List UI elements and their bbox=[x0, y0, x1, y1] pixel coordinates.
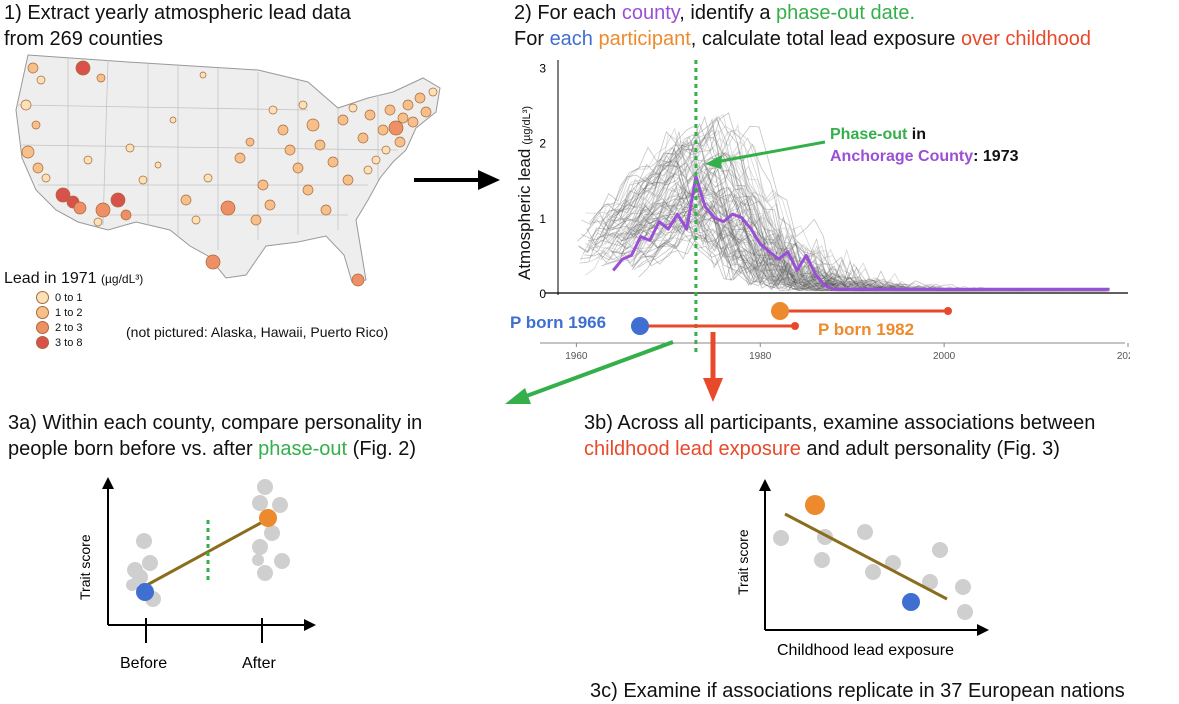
plot3b-trend bbox=[784, 512, 948, 601]
step2-line1: 2) For each county, identify a phase-out… bbox=[514, 2, 915, 24]
step3a-title: 3a) Within each county, compare personal… bbox=[8, 412, 423, 460]
x-tick-label: 2020 bbox=[1117, 351, 1130, 362]
plot3b-ylabel: Trait score bbox=[735, 529, 751, 595]
legend-unit: (µg/dL³) bbox=[100, 272, 144, 286]
y-tick-label: 1 bbox=[539, 212, 546, 226]
p1966-end bbox=[791, 322, 799, 330]
p1966-marker bbox=[631, 317, 649, 335]
green-arrow bbox=[520, 340, 674, 400]
plot3b-orange-point bbox=[805, 495, 825, 515]
lead-chart: 0 1 2 3 Atmospheric lead(µg/dL³) Phase-out … bbox=[510, 60, 1130, 362]
plot3b-points bbox=[773, 524, 973, 620]
arrows-to-steps3 bbox=[505, 332, 723, 404]
green-arrowhead bbox=[505, 388, 531, 404]
legend-label: 3 to 8 bbox=[55, 336, 83, 349]
x-tick-label: 1960 bbox=[565, 351, 588, 362]
x-tick-label: 1980 bbox=[749, 351, 772, 362]
y-tick-label: 2 bbox=[539, 137, 546, 151]
step2-title: 2) For each county, identify a phase-out… bbox=[514, 0, 1091, 52]
step1-title: 1) Extract yearly atmospheric lead data … bbox=[4, 0, 351, 52]
plot3a-ylabel: Trait score bbox=[77, 534, 93, 600]
legend-item: 0 to 1 bbox=[36, 290, 143, 305]
legend-swatch bbox=[36, 306, 49, 319]
plot3a-xlabel-after: After bbox=[242, 655, 276, 672]
y-axis-label: Atmospheric lead(µg/dL³) bbox=[515, 106, 534, 280]
step1-line1: 1) Extract yearly atmospheric lead data bbox=[4, 2, 351, 24]
county-lines bbox=[576, 112, 1110, 292]
red-arrowhead bbox=[703, 378, 723, 402]
annotation-line1: Phase-out in bbox=[830, 126, 926, 143]
step2-line2: For each participant, calculate total le… bbox=[514, 28, 1092, 50]
legend-label: 0 to 1 bbox=[55, 291, 83, 304]
us-outline bbox=[15, 54, 441, 283]
legend-swatch bbox=[36, 336, 49, 349]
map-note: (not pictured: Alaska, Hawaii, Puerto Ri… bbox=[126, 324, 389, 340]
plot3a-xlabel-before: Before bbox=[120, 655, 167, 672]
step1-line2: from 269 counties bbox=[4, 28, 163, 50]
plot3a-points bbox=[126, 479, 290, 607]
legend-item: 1 to 2 bbox=[36, 305, 143, 320]
step3b-title: 3b) Across all participants, examine ass… bbox=[584, 412, 1096, 460]
y-tick-label: 3 bbox=[539, 62, 546, 76]
legend-label: 1 to 2 bbox=[55, 306, 83, 319]
annotation-arrowhead bbox=[705, 155, 722, 169]
map-legend: Lead in 1971 (µg/dL³) 0 to 1 1 to 2 2 to 3… bbox=[4, 270, 143, 350]
plot3a-blue-point bbox=[136, 583, 154, 601]
annotation-arrow bbox=[709, 140, 826, 165]
step3c-title: 3c) Examine if associations replicate in… bbox=[590, 680, 1125, 702]
arrow-map-to-chart bbox=[414, 170, 500, 190]
y-tick-label: 0 bbox=[539, 287, 546, 301]
plot3b-blue-point bbox=[902, 593, 920, 611]
anchorage-series-line bbox=[612, 175, 1110, 291]
legend-item: 3 to 8 bbox=[36, 335, 143, 350]
plot3b-xlabel: Childhood lead exposure bbox=[777, 642, 954, 659]
legend-label: 2 to 3 bbox=[55, 321, 83, 334]
p1982-label: P born 1982 bbox=[818, 320, 914, 339]
x-tick-label: 2000 bbox=[933, 351, 956, 362]
legend-item: 2 to 3 bbox=[36, 320, 143, 335]
county-markers bbox=[20, 60, 438, 287]
plot-3a: Trait score Before After bbox=[77, 477, 316, 672]
county-line bbox=[649, 134, 1110, 292]
annotation-line2: Anchorage County: 1973 bbox=[830, 148, 1019, 165]
p1982-end bbox=[944, 307, 952, 315]
plot-3b: Trait score Childhood lead exposure bbox=[735, 479, 989, 659]
legend-swatch bbox=[36, 291, 49, 304]
legend-swatch bbox=[36, 321, 49, 334]
plot3a-orange-point bbox=[259, 509, 277, 527]
p1966-label: P born 1966 bbox=[510, 313, 606, 332]
us-lead-map bbox=[15, 54, 441, 287]
p1982-marker bbox=[771, 302, 789, 320]
legend-items: 0 to 1 1 to 2 2 to 3 3 to 8 bbox=[36, 290, 143, 350]
legend-title: Lead in 1971 bbox=[4, 270, 97, 287]
